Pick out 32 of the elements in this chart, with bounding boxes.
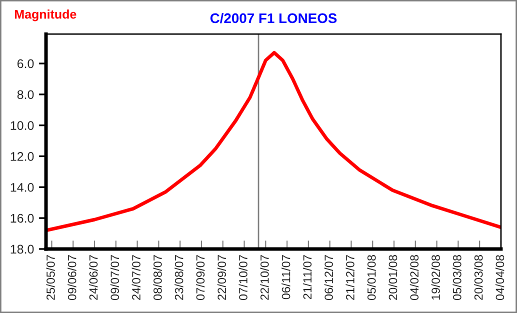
x-tick-label: 24/06/07 (89, 255, 98, 300)
x-tick-label: 21/11/07 (302, 255, 312, 300)
y-tick-label: 10.0 (10, 121, 34, 130)
chart-title: C/2007 F1 LONEOS (210, 12, 337, 24)
x-tick-label: 09/07/07 (110, 255, 120, 300)
y-tick-label: 12.0 (10, 152, 34, 161)
x-tick-label: 22/09/07 (217, 255, 226, 300)
x-tick-label: 08/08/07 (153, 255, 162, 300)
x-tick-label: 06/11/07 (282, 255, 290, 300)
y-axis-title: Magnitude (15, 10, 76, 22)
x-tick-label: 04/02/08 (410, 255, 419, 300)
x-tick-label: 22/10/07 (260, 255, 269, 300)
x-tick-label: 25/05/07 (46, 255, 55, 300)
x-tick-label: 21/12/07 (346, 255, 354, 300)
y-tick-label: 18.0 (10, 244, 34, 254)
line-series (46, 50, 501, 232)
x-tick-label: 23/08/07 (174, 255, 184, 300)
y-tick-label: 6.0 (17, 59, 34, 68)
x-tick-label: 20/01/08 (388, 255, 398, 300)
x-tick-label: 20/03/08 (474, 255, 483, 300)
x-tick-label: 24/07/07 (132, 255, 140, 300)
y-tick-label: 16.0 (10, 214, 34, 223)
x-tick-label: 19/02/08 (431, 255, 440, 300)
y-tick-label: 14.0 (10, 182, 34, 192)
x-tick-label: 06/12/07 (324, 255, 333, 300)
x-tick-label: 05/03/08 (452, 255, 462, 300)
x-tick-label: 07/10/07 (238, 255, 248, 300)
y-tick-label: 8.0 (17, 90, 34, 100)
x-tick-label: 05/01/08 (367, 255, 376, 300)
x-tick-label: 09/06/07 (68, 255, 76, 300)
x-tick-label: 07/09/07 (196, 255, 205, 300)
x-tick-label: 04/04/08 (495, 255, 504, 300)
